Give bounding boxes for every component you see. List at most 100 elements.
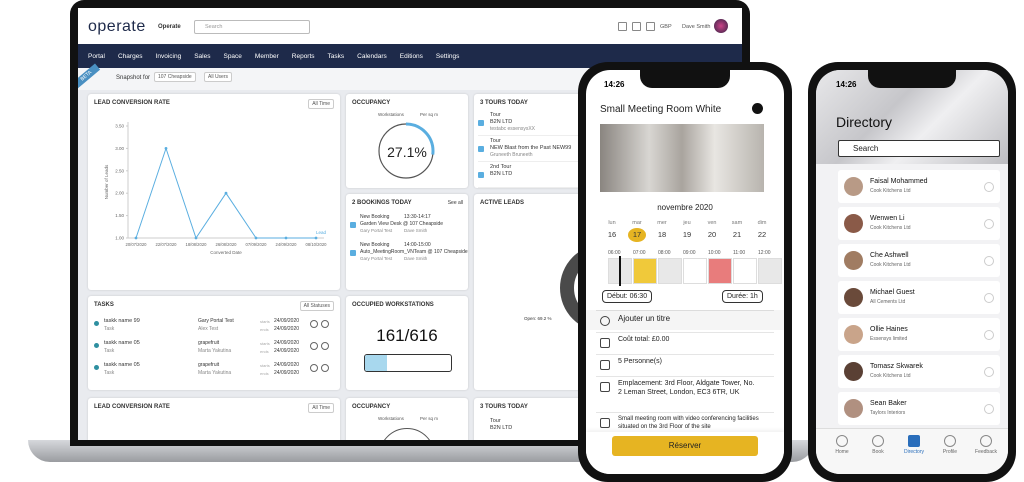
tab-label[interactable]: Profile [942,449,958,455]
task-start: 24/09/2020 [274,340,300,346]
currency[interactable]: GBP [660,24,672,30]
see-all[interactable]: See all [447,200,463,206]
nav-item[interactable]: Member [254,52,279,60]
hour-label: 08:00 [658,250,671,256]
booking-name: New Booking [360,214,390,220]
nav-item[interactable]: Reports [291,52,315,60]
nav-item[interactable]: Settings [435,52,460,60]
directory-title: Directory [836,114,893,130]
person-row[interactable]: Wenwen Li Cook Kitchens Ltd [838,207,1000,240]
search-box[interactable]: Search [838,140,1000,157]
filter-select[interactable]: All Time [308,403,334,413]
app-menu[interactable]: Operate [158,24,181,30]
time-slot [633,258,657,284]
booking-place: Garden View Desk @ 107 Cheapside [360,221,444,227]
day-number[interactable]: 20 [707,230,717,239]
tour-company: B2N LTD [490,119,513,125]
start-button[interactable]: Début: 06:30 [602,290,653,303]
row-add-title[interactable]: Ajouter un titre [618,314,671,323]
person-row[interactable]: Che Ashwell Cook Kitchens Ltd [838,244,1000,277]
occupancy-unit: Per sq m [420,112,439,117]
time-slot [658,258,682,284]
time-slot [733,258,757,284]
nav-item[interactable]: Space [223,52,242,60]
card-title: OCCUPANCY [352,404,391,410]
users-select[interactable]: All Users [204,72,233,82]
card-title: 3 TOURS TODAY [480,404,528,410]
person-name: Ollie Haines [870,326,908,333]
card-title: TASKS [94,302,114,308]
person-name: Michael Guest [870,289,915,296]
task-action[interactable] [321,342,329,350]
weekday: lun [608,220,616,226]
nav-item[interactable]: Sales [194,52,211,60]
task-type: Task [104,326,115,332]
task-action[interactable] [310,364,318,372]
task-action[interactable] [310,342,318,350]
day-number[interactable]: 19 [682,230,692,239]
nav-item[interactable]: Editions [399,52,423,60]
occupancy-card: OCCUPANCY Workstations Per sq m 27.1% [346,94,468,188]
location-select[interactable]: 107 Cheapside [154,72,196,82]
card-title: LEAD CONVERSION RATE [94,100,170,106]
hour-label: 10:00 [708,250,721,256]
weekday: mar [632,220,642,226]
day-number[interactable]: 16 [607,230,617,239]
occupancy-gauge [377,122,435,180]
row-icon [600,316,610,326]
day-number[interactable]: 21 [732,230,742,239]
row-chevron [984,367,994,377]
filter-select[interactable]: All Statuses [299,301,334,311]
filter-select[interactable]: All Time [308,99,334,109]
row-divider [596,412,774,413]
booking-person: Gary Portal Test [360,256,393,261]
duration-button[interactable]: Durée: 1h [722,290,763,303]
tab-bar: Home Book Directory Profile Feedback [816,428,1008,474]
tab-label[interactable]: Home [835,449,849,455]
booking-badge [350,250,356,256]
tab-label[interactable]: Directory [903,449,924,455]
person-avatar [844,325,863,344]
tab-label[interactable]: Book [872,449,884,455]
task-dot [94,321,99,326]
data-point [254,236,258,240]
person-row[interactable]: Faisal Mohammed Cook Kitchens Ltd [838,170,1000,203]
day-number[interactable]: 22 [757,230,767,239]
nav-item[interactable]: Portal [88,52,105,60]
card-title: ACTIVE LEADS [480,200,525,206]
tour-type: Tour [490,418,501,424]
task-owner: grapefruit [198,362,220,368]
book-button[interactable]: Réserver [612,436,758,456]
person-row[interactable]: Sean Baker Taylors Interiors [838,392,1000,425]
person-row[interactable]: Michael Guest All Cements Ltd [838,281,1000,314]
x-tick-label: 20/07/2020 [126,242,148,247]
tab-label[interactable]: Feedback [975,449,997,455]
hour-label: 12:00 [758,250,771,256]
person-avatar [844,251,863,270]
task-action[interactable] [310,320,318,328]
close-button[interactable] [752,103,763,114]
time-slot [758,258,782,284]
card-title: 3 TOURS TODAY [480,100,528,106]
search-box[interactable]: Search [194,20,310,34]
nav-item[interactable]: Invoicing [155,52,182,60]
leads-label: Open: 69.2 % [524,316,552,321]
day-number[interactable]: 17 [628,228,646,242]
nav-item[interactable]: Calendars [357,52,387,60]
y-tick-label: 1.50 [115,213,124,218]
task-action[interactable] [321,364,329,372]
task-action[interactable] [321,320,329,328]
header-icon [646,22,655,31]
nav-item[interactable]: Tasks [327,52,345,60]
task-name: taskk name 99 [104,318,140,324]
row-shade [586,310,784,330]
tab-icon [836,435,848,447]
time-slot [708,258,732,284]
person-row[interactable]: Tomasz Skwarek Cook Kitchens Ltd [838,355,1000,388]
day-number[interactable]: 18 [657,230,667,239]
nav-item[interactable]: Charges [117,52,143,60]
person-row[interactable]: Ollie Haines Essensys limited [838,318,1000,351]
row-divider [596,310,774,311]
booking-person: Dave Smith [404,228,428,233]
user-name[interactable]: Dave Smith [682,24,711,30]
